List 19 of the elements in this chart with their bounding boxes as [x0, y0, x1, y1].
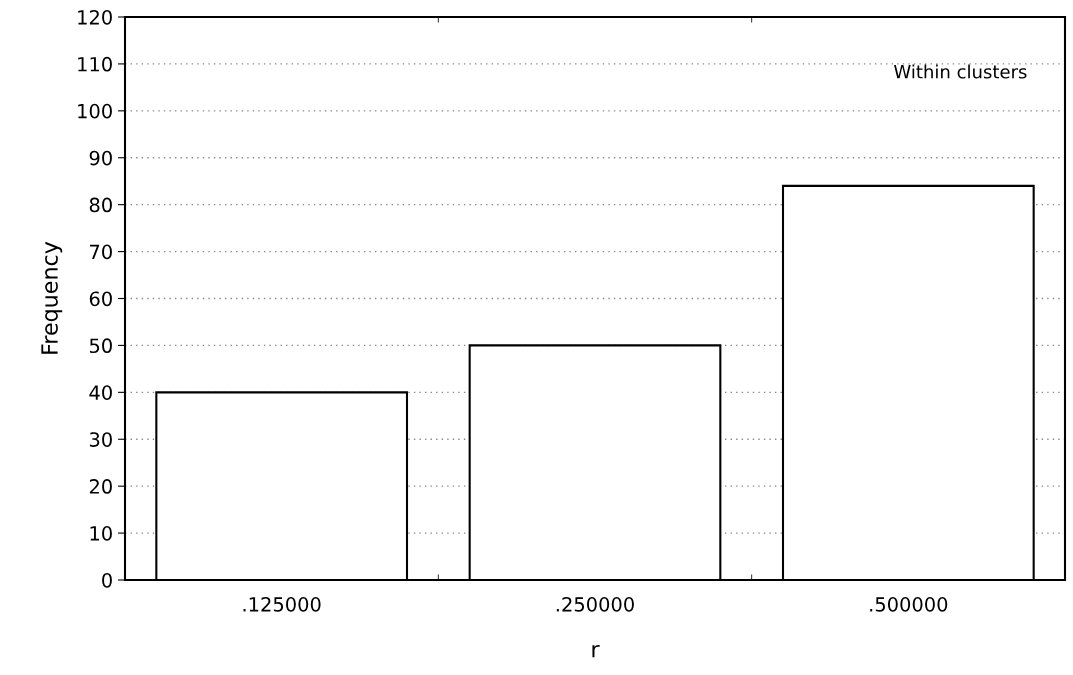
y-tick-label: 90	[89, 150, 112, 166]
y-tick-label: 70	[90, 244, 112, 260]
y-tick-label: 120	[78, 9, 112, 25]
y-tick-label: 30	[89, 432, 112, 447]
y-tick-label: 60	[89, 291, 112, 307]
annotation: Within clusters	[894, 64, 1027, 79]
y-tick-label: 0	[102, 572, 112, 588]
y-tick-label: 110	[78, 56, 112, 72]
y-tick-label: 10	[90, 526, 112, 541]
y-tick-label: 20	[89, 479, 112, 494]
y-axis-title: Frequency	[41, 241, 63, 354]
y-tick-label: 50	[89, 338, 112, 354]
x-tick-label: .250000	[556, 597, 634, 612]
x-tick-label: .500000	[870, 597, 948, 612]
y-tick-label: 80	[89, 197, 112, 213]
x-tick-label: .125000	[243, 597, 321, 612]
y-tick-label: 40	[89, 385, 112, 400]
x-axis-title: r	[592, 644, 600, 658]
y-tick-label: 100	[78, 103, 112, 119]
